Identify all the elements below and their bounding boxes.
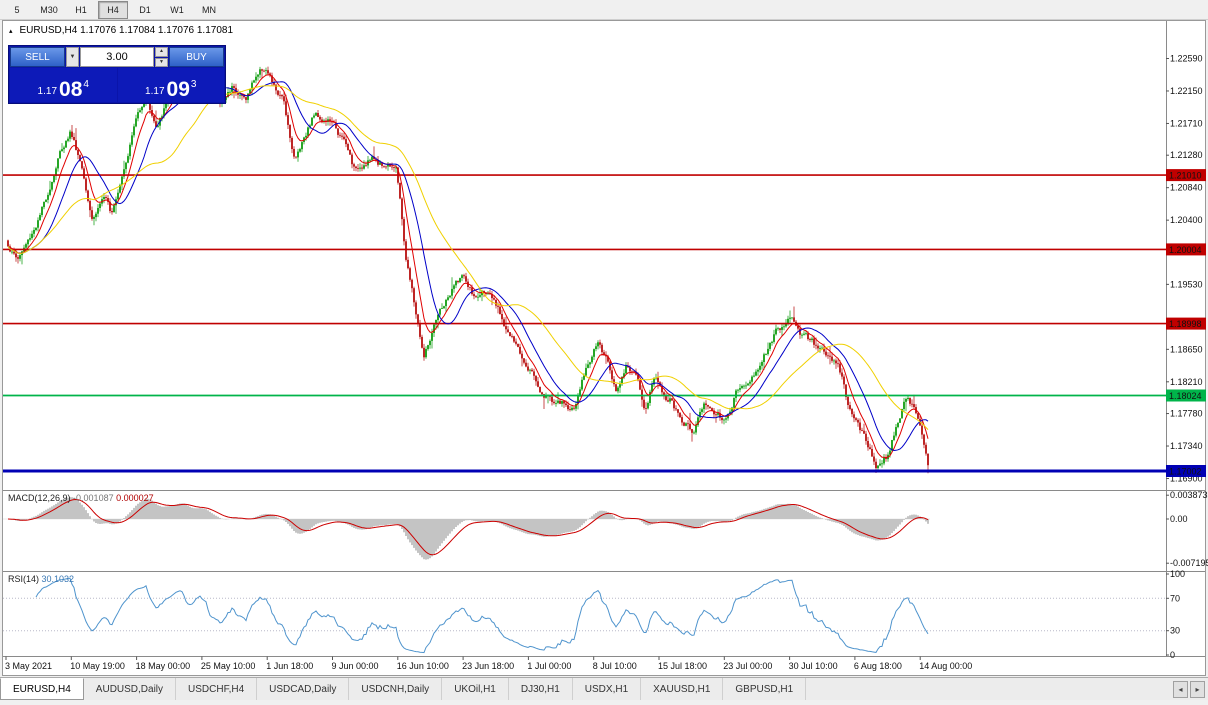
svg-text:1 Jun 18:00: 1 Jun 18:00 xyxy=(266,661,313,671)
volume-dropdown-button[interactable]: ▼ xyxy=(66,47,79,67)
svg-text:-0.007195: -0.007195 xyxy=(1170,558,1208,568)
timeframe-button-m30[interactable]: M30 xyxy=(40,4,58,15)
tab-scroll-left-button[interactable]: ◂ xyxy=(1173,681,1188,698)
svg-text:1.22150: 1.22150 xyxy=(1170,86,1203,96)
candles-layer xyxy=(7,66,929,474)
svg-text:8 Jul 10:00: 8 Jul 10:00 xyxy=(593,661,637,671)
buy-button[interactable]: BUY xyxy=(169,47,224,67)
svg-text:1.19530: 1.19530 xyxy=(1170,279,1203,289)
sell-button[interactable]: SELL xyxy=(10,47,65,67)
chart-tabs-bar: EURUSD,H4 AUDUSD,Daily USDCHF,H4 USDCAD,Dai… xyxy=(0,677,1208,700)
svg-text:25 May 10:00: 25 May 10:00 xyxy=(201,661,256,671)
chart-tab-ukoil-h1[interactable]: UKOil,H1 xyxy=(442,678,509,700)
rsi-panel: 100 70 30 0 xyxy=(3,569,1185,660)
chart-header: ▴ EURUSD,H4 1.17076 1.17084 1.17076 1.17… xyxy=(9,25,233,36)
sell-price-pipette: 4 xyxy=(83,79,89,90)
chart-tab-audusd-daily[interactable]: AUDUSD,Daily xyxy=(84,678,177,700)
volume-increase-button[interactable]: ▲ xyxy=(155,47,168,57)
svg-text:1.20400: 1.20400 xyxy=(1170,215,1203,225)
svg-text:0.003873: 0.003873 xyxy=(1170,490,1208,500)
svg-text:1 Jul 00:00: 1 Jul 00:00 xyxy=(527,661,571,671)
timeframe-button-w1[interactable]: W1 xyxy=(170,4,184,15)
svg-text:70: 70 xyxy=(1170,593,1180,603)
buy-price-prefix: 1.17 xyxy=(145,86,165,97)
price-axis: 1.22590 1.22150 1.21710 1.21280 1.20840 1.204… xyxy=(1166,54,1206,484)
tab-scroll-right-button[interactable]: ▸ xyxy=(1190,681,1205,698)
svg-text:1.18024: 1.18024 xyxy=(1169,391,1202,401)
svg-text:15 Jul 18:00: 15 Jul 18:00 xyxy=(658,661,707,671)
timeframe-button-h4[interactable]: H4 xyxy=(98,0,128,19)
svg-text:1.17780: 1.17780 xyxy=(1170,409,1203,419)
svg-text:16 Jun 10:00: 16 Jun 10:00 xyxy=(397,661,449,671)
svg-text:1.20004: 1.20004 xyxy=(1169,245,1202,255)
chart-frame xyxy=(3,21,1205,657)
volume-decrease-button[interactable]: ▼ xyxy=(155,57,168,67)
sell-price-big-digits: 08 xyxy=(59,78,83,102)
timeframe-button-d1[interactable]: D1 xyxy=(139,4,151,15)
chart-tab-usdcad-daily[interactable]: USDCAD,Daily xyxy=(257,678,350,700)
chart-tab-usdchf-h4[interactable]: USDCHF,H4 xyxy=(176,678,258,700)
buy-price-pipette: 3 xyxy=(190,79,197,90)
macd-label: MACD(12,26,9) -0.001087 0.000027 xyxy=(8,493,154,503)
chart-tab-usdcnh-daily[interactable]: USDCNH,Daily xyxy=(349,678,443,700)
sell-price-button[interactable]: 1.17 08 4 xyxy=(10,68,117,102)
svg-text:30: 30 xyxy=(1170,626,1180,636)
svg-text:18 May 00:00: 18 May 00:00 xyxy=(136,661,191,671)
timeframe-button-h1[interactable]: H1 xyxy=(75,4,87,15)
svg-text:3 May 2021: 3 May 2021 xyxy=(5,661,52,671)
svg-text:1.16900: 1.16900 xyxy=(1170,474,1203,484)
svg-text:100: 100 xyxy=(1170,569,1185,579)
svg-text:0: 0 xyxy=(1170,650,1175,660)
sell-price-prefix: 1.17 xyxy=(37,86,58,97)
svg-text:9 Jun 00:00: 9 Jun 00:00 xyxy=(332,661,379,671)
horizontal-lines-layer xyxy=(3,174,1166,473)
rsi-name: RSI(14) xyxy=(8,574,40,584)
svg-text:30 Jul 10:00: 30 Jul 10:00 xyxy=(789,661,838,671)
svg-text:1.21280: 1.21280 xyxy=(1170,150,1203,160)
macd-main-value: -0.001087 xyxy=(73,493,114,503)
chart-tab-gbpusd-h1[interactable]: GBPUSD,H1 xyxy=(723,678,807,700)
chart-window-background xyxy=(2,20,1206,676)
moving-averages-layer xyxy=(7,74,929,459)
buy-price-big-digits: 09 xyxy=(166,78,190,102)
volume-stepper: ▲ ▼ xyxy=(155,47,168,67)
chart-tab-usdx-h1[interactable]: USDX,H1 xyxy=(573,678,642,700)
svg-text:14 Aug 00:00: 14 Aug 00:00 xyxy=(919,661,972,671)
svg-text:6 Aug 18:00: 6 Aug 18:00 xyxy=(854,661,902,671)
tab-scroll-buttons: ◂ ▸ xyxy=(1173,681,1205,698)
rsi-label: RSI(14) 30.1032 xyxy=(8,574,74,584)
timeframe-button-5[interactable]: 5 xyxy=(14,4,20,15)
macd-signal-value: 0.000027 xyxy=(116,493,154,503)
volume-input[interactable] xyxy=(80,47,154,67)
svg-text:1.18650: 1.18650 xyxy=(1170,344,1203,354)
svg-text:1.20840: 1.20840 xyxy=(1170,183,1203,193)
chart-tab-eurusd-h4[interactable]: EURUSD,H4 xyxy=(0,678,84,700)
timeframe-button-mn[interactable]: MN xyxy=(202,4,216,15)
rsi-value: 30.1032 xyxy=(41,574,75,584)
svg-text:1.18210: 1.18210 xyxy=(1170,377,1203,387)
symbol-ohlc-label: EURUSD,H4 1.17076 1.17084 1.17076 1.1708… xyxy=(19,25,234,36)
svg-text:23 Jun 18:00: 23 Jun 18:00 xyxy=(462,661,514,671)
macd-panel: 0.003873 0.00 -0.007195 xyxy=(3,490,1208,568)
svg-text:23 Jul 00:00: 23 Jul 00:00 xyxy=(723,661,772,671)
svg-text:1.22590: 1.22590 xyxy=(1170,54,1203,64)
svg-text:1.18998: 1.18998 xyxy=(1169,319,1202,329)
svg-text:1.17002: 1.17002 xyxy=(1169,467,1202,477)
timeframe-toolbar: 5 M30 H1 H4 D1 W1 MN xyxy=(0,0,1208,20)
svg-text:0.00: 0.00 xyxy=(1170,514,1188,524)
svg-text:1.21710: 1.21710 xyxy=(1170,119,1203,129)
svg-text:1.21010: 1.21010 xyxy=(1169,171,1202,181)
collapse-one-click-icon[interactable]: ▴ xyxy=(9,27,13,35)
chart-tab-dj30-h1[interactable]: DJ30,H1 xyxy=(509,678,573,700)
svg-text:10 May 19:00: 10 May 19:00 xyxy=(70,661,125,671)
chart-tab-xauusd-h1[interactable]: XAUUSD,H1 xyxy=(641,678,724,700)
svg-text:1.17340: 1.17340 xyxy=(1170,441,1203,451)
one-click-trading-panel: SELL ▼ ▲ ▼ BUY 1.17 08 4 1.17 09 3 xyxy=(8,45,226,104)
buy-price-button[interactable]: 1.17 09 3 xyxy=(117,68,224,102)
macd-name: MACD(12,26,9) xyxy=(8,493,71,503)
time-axis: 3 May 2021 10 May 19:00 18 May 00:00 25 May… xyxy=(5,656,972,671)
